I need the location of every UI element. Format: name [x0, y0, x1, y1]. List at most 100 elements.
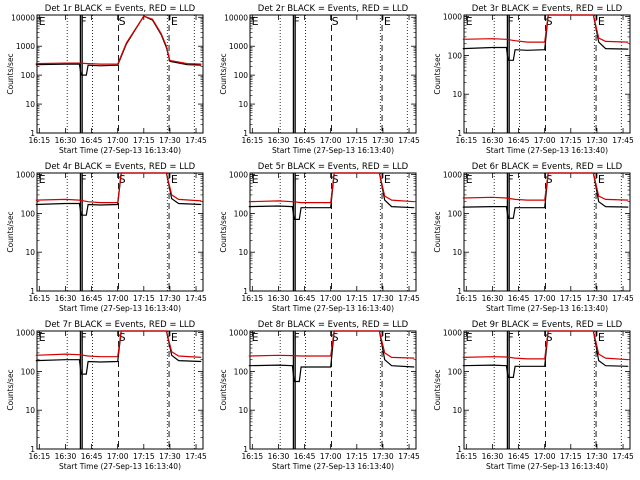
x-tick-label: 16:15 [29, 294, 51, 303]
x-tick-label: 17:30 [159, 294, 181, 303]
x-axis-label: Start Time (27-Sep-13 16:13:40) [272, 146, 394, 155]
x-tick-label: 16:45 [81, 452, 103, 461]
x-tick-label: 17:00 [534, 136, 556, 145]
event-marker-label: S [119, 173, 126, 186]
x-tick-label: 17:00 [320, 294, 342, 303]
x-tick-label: 17:45 [612, 136, 634, 145]
y-tick-label: 10 [452, 90, 462, 99]
event-marker-label: E [252, 15, 259, 28]
panel-title: Det 5r BLACK = Events, RED = LLD [258, 162, 409, 172]
panel-title: Det 3r BLACK = Events, RED = LLD [472, 4, 623, 14]
event-marker-label: E [384, 173, 391, 186]
x-tick-label: 17:15 [133, 136, 155, 145]
event-marker-label: E [171, 331, 178, 344]
event-marker-label: E [171, 15, 178, 28]
lld-series-line [462, 14, 629, 43]
x-tick-label: 16:15 [456, 136, 478, 145]
x-axis-label: Start Time (27-Sep-13 16:13:40) [59, 146, 181, 155]
event-marker-label: E [466, 331, 473, 344]
x-tick-label: 16:15 [456, 452, 478, 461]
events-series-line [35, 172, 202, 216]
events-series-line [248, 330, 415, 383]
x-tick-label: 17:00 [107, 452, 129, 461]
y-axis-label: Counts/sec [6, 369, 15, 410]
event-marker-label: F [80, 15, 86, 28]
x-tick-label: 17:30 [159, 452, 181, 461]
y-tick-label: 10000 [224, 13, 248, 22]
x-tick-label: 16:30 [55, 136, 77, 145]
event-marker-label: S [119, 331, 126, 344]
event-marker-label: E [598, 173, 605, 186]
event-marker-label: E [171, 173, 178, 186]
event-marker-label: S [332, 331, 339, 344]
panel-title: Det 7r BLACK = Events, RED = LLD [45, 320, 196, 330]
x-tick-label: 17:30 [586, 452, 608, 461]
y-tick-label: 10 [25, 406, 35, 415]
event-marker-label: F [293, 331, 299, 344]
plot-frame [36, 330, 204, 450]
x-tick-label: 16:45 [294, 294, 316, 303]
y-axis-label: Counts/sec [6, 53, 15, 94]
x-axis-label: Start Time (27-Sep-13 16:13:40) [486, 462, 608, 471]
plot-frame [249, 14, 417, 134]
x-axis-label: Start Time (27-Sep-13 16:13:40) [486, 304, 608, 313]
x-tick-label: 16:15 [242, 452, 264, 461]
event-marker-label: F [293, 173, 299, 186]
x-tick-label: 17:30 [372, 136, 394, 145]
y-tick-label: 1 [457, 129, 462, 138]
x-tick-label: 16:15 [242, 294, 264, 303]
event-marker-label: E [39, 173, 46, 186]
x-tick-label: 16:45 [508, 294, 530, 303]
event-marker-label: E [252, 331, 259, 344]
event-marker-label: S [546, 15, 553, 28]
x-tick-label: 16:30 [482, 294, 504, 303]
y-tick-label: 1000 [229, 171, 248, 180]
y-tick-label: 1 [457, 445, 462, 454]
x-tick-label: 17:30 [372, 452, 394, 461]
y-axis-label: Counts/sec [219, 53, 228, 94]
x-tick-label: 17:15 [560, 452, 582, 461]
y-tick-label: 10 [25, 100, 35, 109]
y-tick-label: 100 [21, 209, 36, 218]
event-marker-label: S [546, 331, 553, 344]
y-tick-label: 100 [448, 51, 463, 60]
x-tick-label: 16:15 [29, 452, 51, 461]
event-marker-label: F [507, 173, 513, 186]
y-tick-label: 1000 [16, 329, 35, 338]
x-tick-label: 17:15 [560, 294, 582, 303]
y-tick-label: 1 [30, 287, 35, 296]
event-marker-label: E [598, 331, 605, 344]
x-tick-label: 17:45 [398, 136, 420, 145]
panel-title: Det 8r BLACK = Events, RED = LLD [258, 320, 409, 330]
lld-series-line [35, 15, 202, 65]
y-tick-label: 10000 [11, 13, 35, 22]
event-marker-label: E [252, 173, 259, 186]
panel-title: Det 9r BLACK = Events, RED = LLD [472, 320, 623, 330]
event-marker-label: S [332, 15, 339, 28]
x-tick-label: 17:15 [346, 294, 368, 303]
x-tick-label: 16:15 [242, 136, 264, 145]
x-tick-label: 17:15 [560, 136, 582, 145]
x-tick-label: 16:30 [482, 452, 504, 461]
x-tick-label: 17:15 [346, 136, 368, 145]
x-tick-label: 16:30 [55, 294, 77, 303]
y-tick-label: 100 [234, 209, 249, 218]
y-tick-label: 10 [238, 100, 248, 109]
lld-series-line [248, 330, 415, 359]
y-tick-label: 1 [243, 287, 248, 296]
x-axis-label: Start Time (27-Sep-13 16:13:40) [272, 304, 394, 313]
x-axis-label: Start Time (27-Sep-13 16:13:40) [486, 146, 608, 155]
y-tick-label: 1 [243, 129, 248, 138]
plot-frame [463, 330, 631, 450]
y-tick-label: 10 [25, 248, 35, 257]
y-tick-label: 100 [21, 367, 36, 376]
y-axis-label: Counts/sec [433, 211, 442, 252]
plot-frame [463, 14, 631, 134]
y-tick-label: 100 [234, 71, 249, 80]
x-tick-label: 17:30 [372, 294, 394, 303]
x-tick-label: 17:45 [398, 452, 420, 461]
event-marker-label: E [598, 15, 605, 28]
x-tick-label: 17:45 [612, 452, 634, 461]
y-tick-label: 1 [30, 445, 35, 454]
